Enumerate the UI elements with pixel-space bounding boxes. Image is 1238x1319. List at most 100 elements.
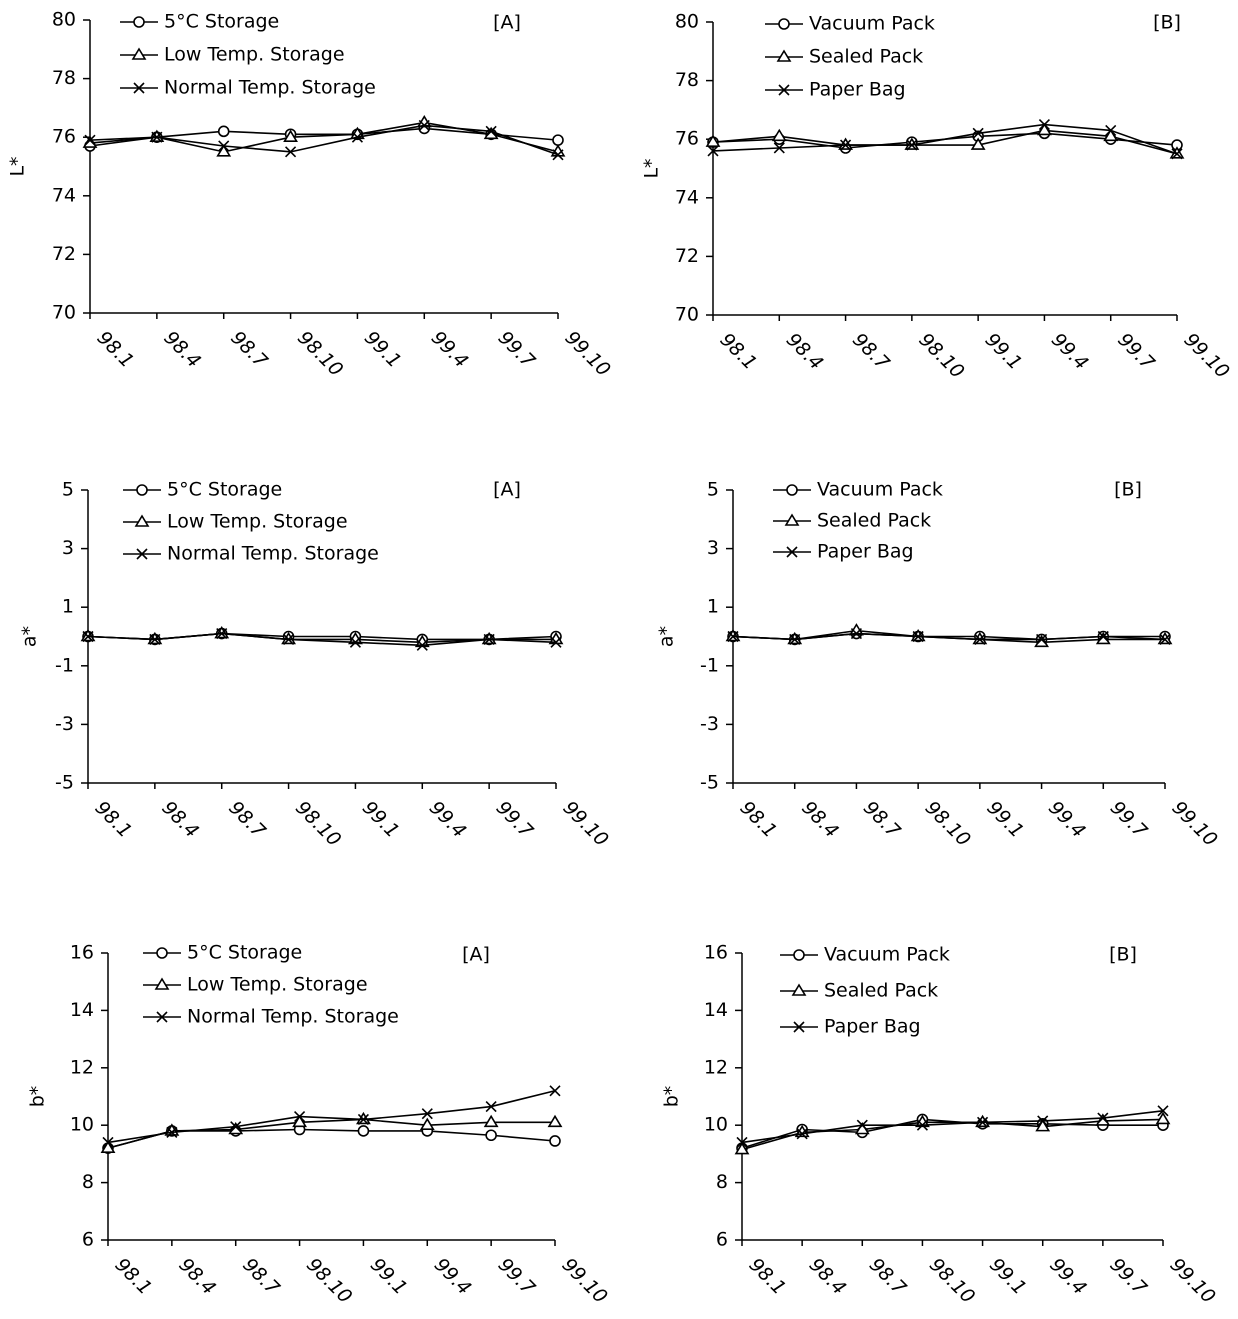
legend-marker xyxy=(791,983,807,996)
series-line xyxy=(89,121,559,153)
y-tick-label: -5 xyxy=(55,772,74,794)
y-tick-label: -3 xyxy=(55,713,74,735)
marker xyxy=(283,633,295,645)
y-tick-label: 78 xyxy=(52,67,76,89)
marker xyxy=(1036,633,1048,645)
x-tick-label: 98.7 xyxy=(848,329,893,374)
x-tick-label: 99.1 xyxy=(981,329,1026,374)
legend-label: Low Temp. Storage xyxy=(167,511,348,533)
x-tick-label: 99.1 xyxy=(982,797,1027,842)
y-tick-label: 80 xyxy=(675,11,699,33)
marker xyxy=(217,125,230,138)
marker xyxy=(218,140,230,152)
marker xyxy=(294,1111,306,1123)
x-tick-label: 99.1 xyxy=(985,1254,1030,1299)
y-tick-label: 14 xyxy=(70,999,94,1021)
legend-label: Vacuum Pack xyxy=(824,944,950,966)
marker xyxy=(912,630,924,643)
x-tick-label: 98.4 xyxy=(782,329,827,374)
marker xyxy=(418,119,430,132)
series-line xyxy=(712,123,1178,155)
marker xyxy=(552,149,564,161)
x-tick-label: 98.7 xyxy=(238,1254,283,1299)
y-tick-label: 6 xyxy=(716,1229,728,1251)
x-tick-label: 98.7 xyxy=(865,1254,910,1299)
y-tick-label: 10 xyxy=(70,1114,94,1136)
y-tick-label: 80 xyxy=(52,9,76,31)
marker xyxy=(1095,1113,1111,1126)
marker xyxy=(705,134,721,147)
y-axis-label: L* xyxy=(641,158,663,178)
x-tick-label: 99.1 xyxy=(358,797,403,842)
annotation: [A] xyxy=(493,12,521,34)
series-line xyxy=(741,1110,1164,1144)
legend-marker xyxy=(776,49,792,62)
y-axis-label: a* xyxy=(656,626,678,647)
marker xyxy=(292,1114,307,1128)
legend-marker xyxy=(786,546,798,558)
legend-marker xyxy=(778,18,790,30)
x-tick-label: 99.10 xyxy=(1180,329,1234,383)
annotation: [A] xyxy=(462,944,490,966)
legend-label: 5°C Storage xyxy=(167,479,282,501)
marker xyxy=(796,1128,808,1140)
x-tick-label: 98.4 xyxy=(174,1254,219,1299)
marker xyxy=(230,1121,242,1133)
y-tick-label: 6 xyxy=(82,1229,94,1251)
y-tick-label: -1 xyxy=(700,654,719,676)
marker xyxy=(856,1119,868,1131)
marker xyxy=(285,146,297,158)
legend-marker xyxy=(133,16,145,28)
series-line xyxy=(89,124,559,156)
marker xyxy=(549,1085,561,1097)
marker xyxy=(216,628,228,640)
y-axis-label: b* xyxy=(27,1086,49,1108)
x-tick-label: 99.10 xyxy=(561,327,615,381)
marker xyxy=(1103,128,1119,142)
marker xyxy=(1171,148,1183,160)
series-line xyxy=(712,129,1178,155)
marker xyxy=(734,1142,750,1155)
y-tick-label: 8 xyxy=(716,1171,728,1193)
marker xyxy=(840,139,852,151)
marker xyxy=(483,633,495,645)
legend-marker xyxy=(133,82,145,94)
series-line xyxy=(732,632,1166,641)
marker xyxy=(977,1116,989,1128)
x-tick-label: 99.1 xyxy=(360,327,405,372)
legend-label: Sealed Pack xyxy=(817,510,931,532)
y-tick-label: 70 xyxy=(52,302,76,324)
marker xyxy=(102,1136,114,1148)
x-tick-label: 98.10 xyxy=(914,329,968,383)
marker xyxy=(357,1125,370,1137)
x-tick-label: 99.10 xyxy=(559,797,613,851)
legend-marker xyxy=(156,1011,168,1023)
marker xyxy=(789,633,801,645)
x-tick-label: 98.4 xyxy=(159,327,204,372)
x-tick-label: 99.10 xyxy=(1168,797,1222,851)
x-tick-label: 98.10 xyxy=(291,797,345,851)
legend-marker xyxy=(156,947,168,959)
legend-marker xyxy=(154,977,170,990)
x-tick-label: 99.7 xyxy=(1113,329,1158,374)
marker xyxy=(547,1114,563,1128)
marker xyxy=(419,1117,435,1130)
x-tick-label: 98.10 xyxy=(302,1254,356,1308)
annotation: [B] xyxy=(1153,12,1181,34)
series-line xyxy=(107,1089,556,1144)
x-tick-label: 98.10 xyxy=(921,797,975,851)
y-axis-label: a* xyxy=(19,626,41,647)
x-tick-label: 99.10 xyxy=(558,1254,612,1308)
y-tick-label: 16 xyxy=(70,942,94,964)
marker xyxy=(906,139,918,151)
marker xyxy=(727,630,739,643)
x-tick-label: 99.7 xyxy=(494,327,539,372)
marker xyxy=(416,639,428,651)
x-tick-label: 99.10 xyxy=(1166,1254,1220,1308)
marker xyxy=(1155,1111,1171,1125)
y-tick-label: -1 xyxy=(55,654,74,676)
y-tick-label: 3 xyxy=(62,537,74,559)
annotation: [A] xyxy=(493,479,521,501)
legend-label: Paper Bag xyxy=(817,541,914,563)
